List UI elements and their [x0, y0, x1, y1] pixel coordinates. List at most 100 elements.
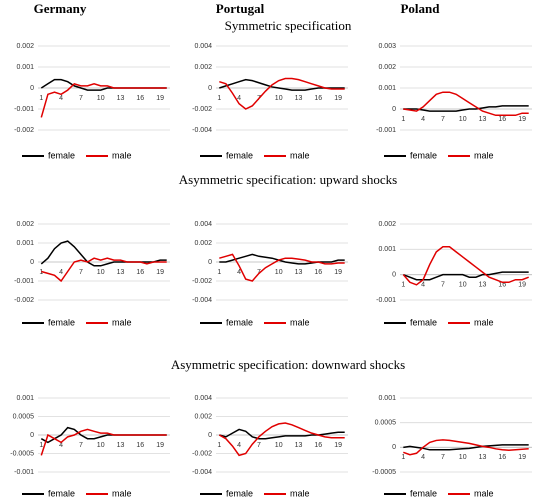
y-tick-label: -0.002: [192, 278, 212, 285]
x-tick-label: 13: [295, 269, 303, 276]
x-tick-label: 13: [117, 269, 125, 276]
y-tick-label: 0.002: [194, 64, 212, 71]
y-tick-label: 0.004: [194, 395, 212, 402]
x-tick-label: 7: [441, 116, 445, 123]
legend-label: male: [474, 317, 494, 327]
y-tick-label: -0.004: [192, 297, 212, 304]
y-tick-label: 0: [392, 444, 396, 451]
x-tick-label: 16: [498, 454, 506, 461]
x-tick-label: 10: [459, 282, 467, 289]
series-line: [219, 428, 345, 440]
series-line: [403, 271, 529, 281]
series-line: [218, 422, 345, 457]
series-line: [403, 439, 529, 456]
x-tick-label: 10: [97, 269, 105, 276]
x-tick-label: 10: [459, 116, 467, 123]
x-tick-label: 4: [237, 442, 241, 449]
legend-label: female: [226, 488, 253, 498]
y-tick-label: -0.002: [192, 450, 212, 457]
x-tick-label: 1: [401, 282, 405, 289]
series-line: [41, 257, 167, 283]
series-line: [40, 240, 167, 267]
x-tick-label: 19: [156, 95, 164, 102]
y-tick-label: -0.0005: [10, 450, 34, 457]
legend-label: male: [290, 150, 310, 160]
y-tick-label: -0.001: [14, 278, 34, 285]
y-tick-label: 0: [208, 432, 212, 439]
y-tick-label: 0.004: [194, 221, 212, 228]
column-header: Poland: [400, 1, 440, 16]
x-tick-label: 7: [441, 454, 445, 461]
x-tick-label: 7: [79, 442, 83, 449]
x-tick-label: 10: [97, 95, 105, 102]
x-tick-label: 1: [39, 269, 43, 276]
y-tick-label: -0.004: [192, 469, 212, 476]
x-tick-label: 4: [421, 454, 425, 461]
y-tick-label: 0.001: [16, 395, 34, 402]
x-tick-label: 1: [401, 454, 405, 461]
x-tick-label: 16: [314, 95, 322, 102]
series-line: [403, 444, 529, 451]
x-tick-label: 4: [59, 95, 63, 102]
x-tick-label: 7: [79, 95, 83, 102]
y-tick-label: 0.001: [378, 246, 396, 253]
x-tick-label: 1: [217, 269, 221, 276]
x-tick-label: 13: [479, 116, 487, 123]
x-tick-label: 19: [334, 269, 342, 276]
y-tick-label: -0.004: [192, 127, 212, 134]
y-tick-label: 0: [392, 106, 396, 113]
x-tick-label: 13: [117, 95, 125, 102]
y-tick-label: 0.0005: [13, 413, 35, 420]
y-tick-label: 0.0005: [375, 420, 397, 427]
x-tick-label: 19: [156, 269, 164, 276]
legend-label: male: [290, 488, 310, 498]
x-tick-label: 10: [459, 454, 467, 461]
y-tick-label: 0.001: [378, 85, 396, 92]
legend-label: female: [410, 488, 437, 498]
x-tick-label: 4: [237, 269, 241, 276]
x-tick-label: 16: [136, 269, 144, 276]
x-tick-label: 1: [217, 442, 221, 449]
y-tick-label: 0: [30, 85, 34, 92]
x-tick-label: 10: [275, 269, 283, 276]
x-tick-label: 16: [314, 442, 322, 449]
y-tick-label: -0.002: [14, 297, 34, 304]
y-tick-label: -0.001: [376, 127, 396, 134]
x-tick-label: 7: [257, 442, 261, 449]
x-tick-label: 19: [334, 442, 342, 449]
legend-label: female: [48, 150, 75, 160]
x-tick-label: 4: [59, 269, 63, 276]
x-tick-label: 1: [39, 95, 43, 102]
legend-label: female: [226, 317, 253, 327]
series-line: [219, 253, 345, 282]
x-tick-label: 19: [156, 442, 164, 449]
y-tick-label: 0.001: [16, 240, 34, 247]
x-tick-label: 7: [79, 269, 83, 276]
legend-label: female: [226, 150, 253, 160]
x-tick-label: 16: [498, 282, 506, 289]
y-tick-label: 0.002: [378, 221, 396, 228]
legend-label: male: [112, 317, 132, 327]
x-tick-label: 1: [39, 442, 43, 449]
x-tick-label: 13: [117, 442, 125, 449]
y-tick-label: -0.0005: [372, 469, 396, 476]
x-tick-label: 10: [275, 442, 283, 449]
section-title: Asymmetric specification: upward shocks: [179, 172, 397, 187]
y-tick-label: 0.001: [16, 64, 34, 71]
y-tick-label: 0.001: [378, 395, 396, 402]
series-line: [403, 105, 529, 112]
series-line: [219, 77, 345, 110]
legend-label: male: [474, 150, 494, 160]
x-tick-label: 16: [136, 442, 144, 449]
y-tick-label: 0: [208, 85, 212, 92]
legend-label: male: [112, 488, 132, 498]
x-tick-label: 16: [314, 269, 322, 276]
legend-label: female: [410, 317, 437, 327]
x-tick-label: 10: [97, 442, 105, 449]
y-tick-label: 0: [30, 259, 34, 266]
y-tick-label: 0.002: [378, 64, 396, 71]
y-tick-label: 0.004: [194, 43, 212, 50]
y-tick-label: -0.001: [14, 469, 34, 476]
legend-label: male: [290, 317, 310, 327]
